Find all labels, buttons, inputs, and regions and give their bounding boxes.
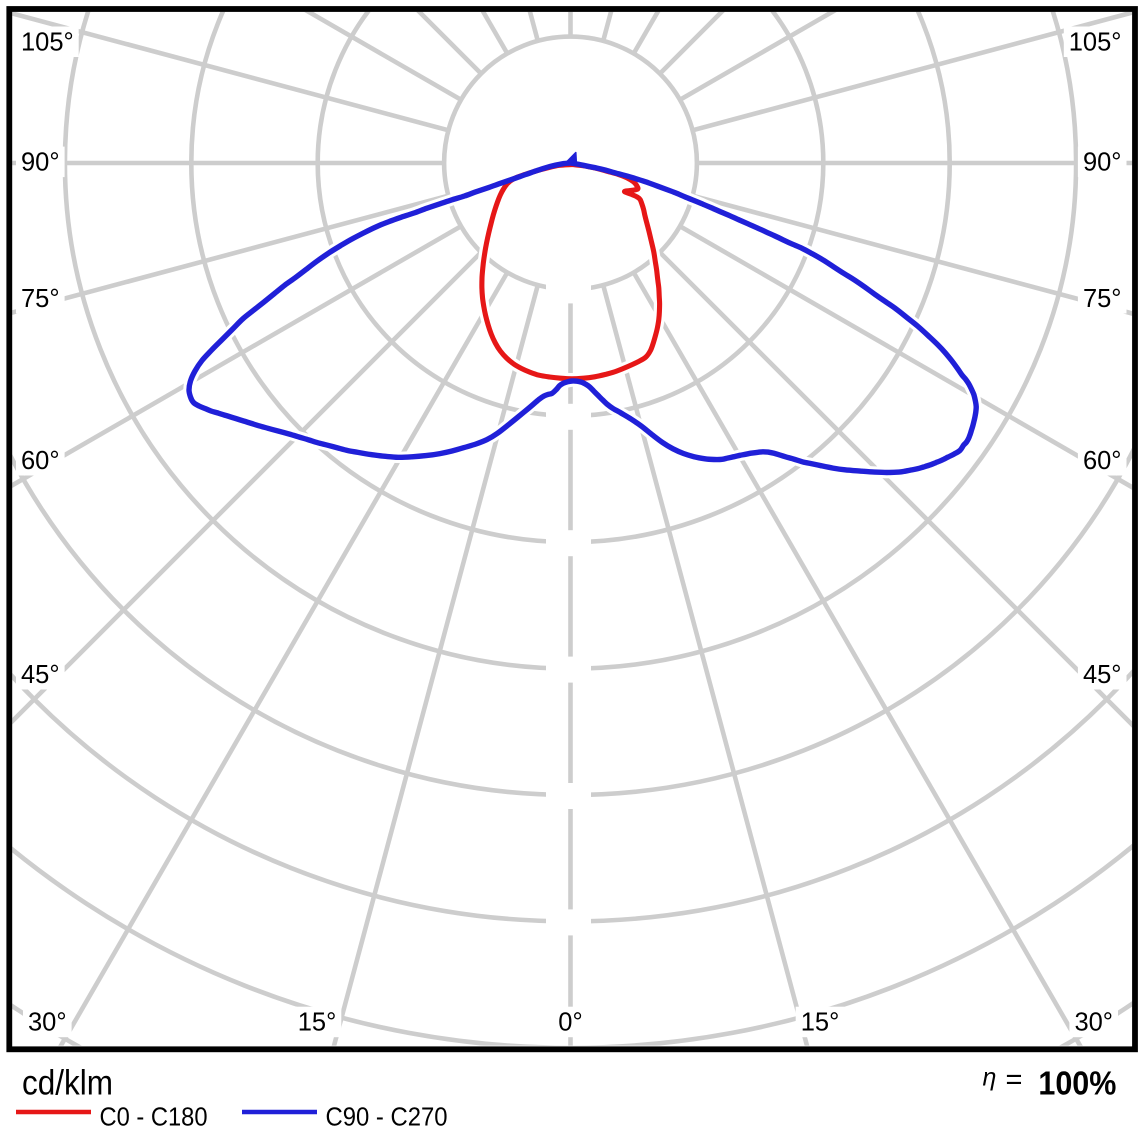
- svg-text:cd/klm: cd/klm: [22, 1064, 113, 1103]
- svg-text:C0 - C180: C0 - C180: [100, 1101, 208, 1131]
- svg-text:45°: 45°: [21, 661, 60, 689]
- svg-text:30°: 30°: [1074, 1009, 1113, 1037]
- svg-text:C90 - C270: C90 - C270: [326, 1101, 448, 1131]
- svg-text:60°: 60°: [21, 447, 60, 475]
- svg-text:75°: 75°: [1083, 285, 1122, 313]
- svg-text:15°: 15°: [801, 1009, 840, 1037]
- svg-text:60°: 60°: [1083, 447, 1122, 475]
- svg-text:=: =: [1006, 1064, 1023, 1096]
- svg-text:45°: 45°: [1083, 661, 1122, 689]
- svg-text:90°: 90°: [21, 149, 60, 177]
- svg-text:75°: 75°: [21, 285, 60, 313]
- svg-text:100%: 100%: [1038, 1064, 1116, 1101]
- svg-text:90°: 90°: [1083, 149, 1122, 177]
- svg-text:15°: 15°: [298, 1009, 337, 1037]
- svg-text:30°: 30°: [28, 1009, 67, 1037]
- svg-text:105°: 105°: [21, 29, 74, 57]
- svg-text:105°: 105°: [1069, 29, 1122, 57]
- svg-text:0°: 0°: [558, 1009, 582, 1037]
- svg-text:η: η: [983, 1063, 997, 1091]
